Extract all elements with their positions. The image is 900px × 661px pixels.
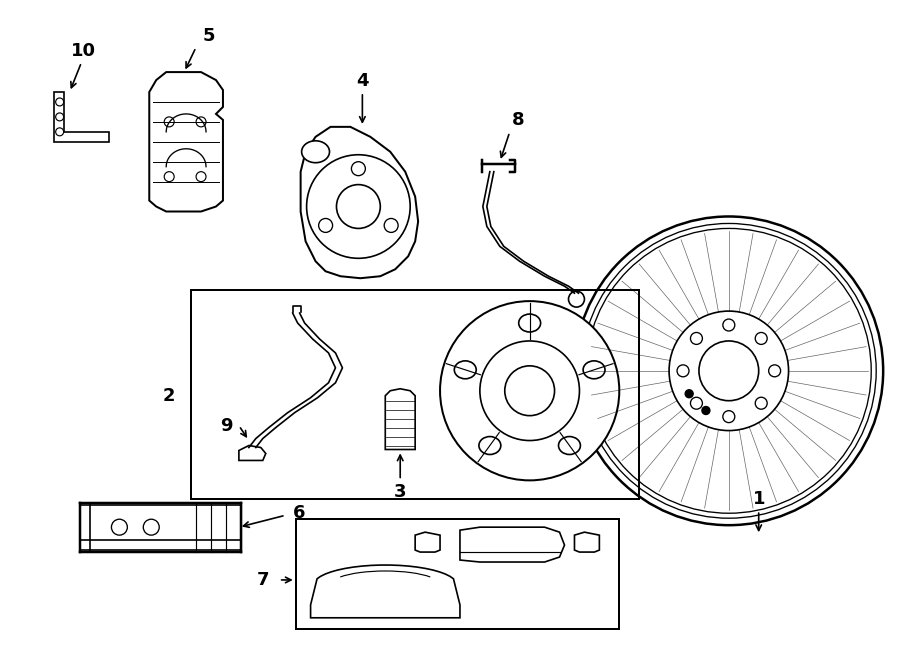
Circle shape — [690, 332, 702, 344]
Circle shape — [56, 98, 64, 106]
Circle shape — [143, 519, 159, 535]
Ellipse shape — [518, 314, 541, 332]
Polygon shape — [574, 532, 599, 552]
Circle shape — [384, 219, 398, 233]
Circle shape — [677, 365, 689, 377]
Circle shape — [755, 332, 767, 344]
Circle shape — [769, 365, 780, 377]
Circle shape — [164, 172, 175, 182]
Polygon shape — [238, 446, 266, 461]
Circle shape — [56, 113, 64, 121]
Circle shape — [723, 319, 734, 331]
Circle shape — [351, 162, 365, 176]
Circle shape — [56, 128, 64, 136]
Circle shape — [164, 117, 175, 127]
Circle shape — [480, 341, 580, 440]
Text: 7: 7 — [256, 571, 269, 589]
Circle shape — [196, 172, 206, 182]
Circle shape — [440, 301, 619, 481]
Bar — [296, 519, 619, 629]
Circle shape — [690, 397, 702, 409]
Circle shape — [112, 519, 128, 535]
Circle shape — [685, 390, 693, 398]
Circle shape — [669, 311, 788, 430]
Polygon shape — [301, 127, 418, 278]
Circle shape — [319, 219, 333, 233]
Text: 4: 4 — [356, 72, 369, 90]
Circle shape — [702, 407, 710, 414]
Text: 3: 3 — [394, 483, 407, 501]
Bar — [191, 290, 639, 499]
Circle shape — [196, 117, 206, 127]
Ellipse shape — [302, 141, 329, 163]
Text: 6: 6 — [292, 504, 305, 522]
Ellipse shape — [559, 436, 580, 455]
Text: 5: 5 — [202, 27, 215, 45]
Polygon shape — [415, 532, 440, 552]
Polygon shape — [460, 527, 564, 562]
Ellipse shape — [479, 436, 500, 455]
Polygon shape — [385, 389, 415, 449]
Circle shape — [337, 184, 381, 229]
Ellipse shape — [454, 361, 476, 379]
Circle shape — [307, 155, 410, 258]
Text: 10: 10 — [71, 42, 96, 60]
Circle shape — [723, 410, 734, 422]
Text: 8: 8 — [511, 111, 524, 129]
Ellipse shape — [583, 361, 605, 379]
Polygon shape — [310, 565, 460, 618]
Polygon shape — [54, 92, 110, 142]
Polygon shape — [149, 72, 223, 212]
Text: 2: 2 — [163, 387, 176, 405]
Circle shape — [755, 397, 767, 409]
Circle shape — [569, 291, 584, 307]
Circle shape — [505, 366, 554, 416]
Text: 9: 9 — [220, 416, 232, 434]
Circle shape — [699, 341, 759, 401]
Text: 1: 1 — [752, 490, 765, 508]
